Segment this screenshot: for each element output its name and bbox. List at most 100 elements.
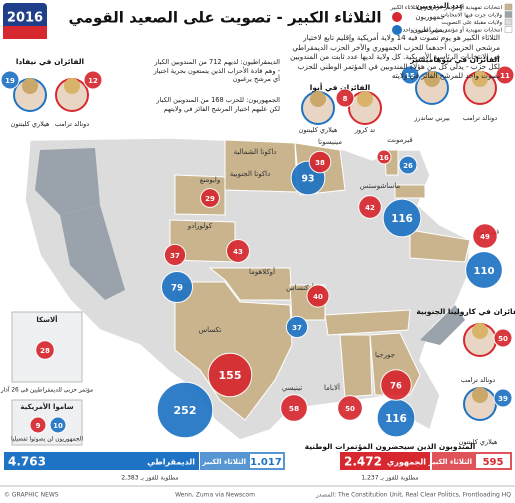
panel-title: الفائزان في أيوا xyxy=(310,82,370,92)
rep-count: 29 xyxy=(205,195,215,203)
state-name: فيرمونت xyxy=(387,136,413,144)
alaska-name: ألاسكا xyxy=(36,315,57,324)
dem-count: 110 xyxy=(473,266,494,277)
state-name: مينيسوتا xyxy=(318,138,342,146)
dem-bubble xyxy=(49,416,67,434)
candidate-hair xyxy=(310,91,326,107)
state-name: تينيسي xyxy=(282,384,302,392)
rep-count: 12 xyxy=(88,77,98,85)
rep-bubble xyxy=(493,328,513,348)
legend-swatch xyxy=(504,3,513,11)
rep-bubble xyxy=(495,65,515,85)
dem-st: 1.017 xyxy=(250,457,282,468)
dem-bubble xyxy=(160,270,194,304)
panel-title: الفائزان في كارولينا الجنوبية xyxy=(416,307,515,316)
legend-item: انتخابات تمهيدية أو مؤتمر حزبي لحزب واحد xyxy=(403,26,503,34)
dem-needed: مطلوبة للفوز بـ 2,383 xyxy=(121,475,178,482)
candidate-name: هيلاري كلينتون xyxy=(299,126,338,134)
candidate-hair xyxy=(424,71,440,87)
rep-count: 8 xyxy=(343,95,348,103)
dem-count: 19 xyxy=(5,77,15,85)
title: الثلاثاء الكبير - تصويت على الصعيد القوم… xyxy=(69,9,382,27)
rep-count: 155 xyxy=(219,369,242,382)
candidate-name: دونالد ترامب xyxy=(55,120,89,128)
rep-st: 595 xyxy=(483,457,504,468)
totals-title: المندوبون الذين سيحضرون المؤتمرات الوطني… xyxy=(305,442,476,451)
rep-st-box xyxy=(476,454,510,468)
legend-dem-label: ديمقراطيون xyxy=(413,26,448,34)
legend-item: ولايات جرت فيها الانتخابات xyxy=(441,13,502,19)
dem-st-box xyxy=(250,454,283,468)
dem-bubble xyxy=(493,388,513,408)
rep-bubble xyxy=(163,243,187,267)
rep-bubble xyxy=(308,150,332,174)
candidate-hair xyxy=(472,71,488,87)
state-super xyxy=(409,229,471,263)
rep-bubble xyxy=(380,369,412,401)
rep-count: 50 xyxy=(345,405,355,413)
logo-stripe xyxy=(3,26,47,39)
rep-party: الجمهوري xyxy=(387,458,426,467)
candidate-hair xyxy=(22,78,38,94)
dem-count: 10 xyxy=(53,422,63,430)
samoa-note: الجمهوريون لن يصوتوا تفضيليا xyxy=(11,437,84,443)
candidate-name: هيلاري كلينتون xyxy=(11,120,50,128)
state-voted xyxy=(60,205,125,300)
dem-bubble xyxy=(400,65,420,85)
legend-swatch xyxy=(504,11,513,18)
panel-title: الفائزان في نيوهامبشير xyxy=(409,55,499,64)
state-name: داكوتا الشمالية xyxy=(234,148,277,156)
state-name: أركنساس xyxy=(286,283,314,292)
photo-credit: Wenn, Zuma via Newscom xyxy=(175,492,255,499)
candidate-name: دونالد ترامب xyxy=(461,376,495,384)
rep-count: 11 xyxy=(500,72,510,80)
state-name: جورجيا xyxy=(375,351,395,359)
candidate-name: هيلاري كلينتون xyxy=(459,438,498,446)
intro: الثلاثاء الكبير هو يوم تصوت فيه 14 ولاية… xyxy=(290,33,500,80)
candidate-hair xyxy=(472,387,488,403)
rep-count: 42 xyxy=(365,204,375,212)
rep-bubble xyxy=(306,284,330,308)
rep-count: 37 xyxy=(170,252,180,260)
dem-count: 26 xyxy=(403,162,413,170)
state-name: تكساس xyxy=(199,326,222,334)
state-name: داكوتا الجنوبية xyxy=(230,170,270,178)
rep-count: 9 xyxy=(36,422,41,430)
rep-count: 43 xyxy=(233,248,243,256)
dem-bubble xyxy=(156,381,214,439)
samoa-name: ساموا الأمريكية xyxy=(20,402,73,411)
candidate-hair xyxy=(472,323,488,339)
rep-total: 2.472 xyxy=(344,455,382,469)
rep-bubble xyxy=(83,70,103,90)
dem-count: 15 xyxy=(405,72,415,80)
rep-bubble xyxy=(337,395,363,421)
rep-needed: مطلوبة للفوز بـ 1,237 xyxy=(361,475,418,482)
state-super xyxy=(208,267,293,301)
state-name: ماساشوستس xyxy=(360,182,401,190)
rep-count: 28 xyxy=(40,347,50,355)
state-voted xyxy=(35,148,100,215)
dem-count: 39 xyxy=(498,395,508,403)
copyright: © GRAPHIC NEWS xyxy=(4,492,59,499)
dem-bubble xyxy=(465,251,503,289)
rep-bubble xyxy=(376,149,392,165)
rep-bubble xyxy=(207,352,253,398)
dem-total-bar xyxy=(4,452,199,470)
candidate-hair xyxy=(357,91,373,107)
legend-rep xyxy=(392,12,402,22)
dem-party: الديمقراطي xyxy=(147,458,195,467)
candidate-hair xyxy=(64,78,80,94)
legend-swatch xyxy=(504,18,513,26)
legend-item: ولايات مقبلة على التصويت xyxy=(441,20,502,26)
rep-bubble xyxy=(280,394,308,422)
rep-bubble xyxy=(35,340,55,360)
dem-count: 37 xyxy=(292,324,302,332)
rep-bubble xyxy=(29,416,47,434)
dem-count: 116 xyxy=(391,213,413,225)
dem-st-label: الثلاثاء الكبير xyxy=(201,458,246,466)
state-name: أوكلاهوما xyxy=(249,267,275,276)
dem-total: 4.763 xyxy=(8,455,46,469)
panel-title: الفائزان في نيفادا xyxy=(16,57,84,66)
